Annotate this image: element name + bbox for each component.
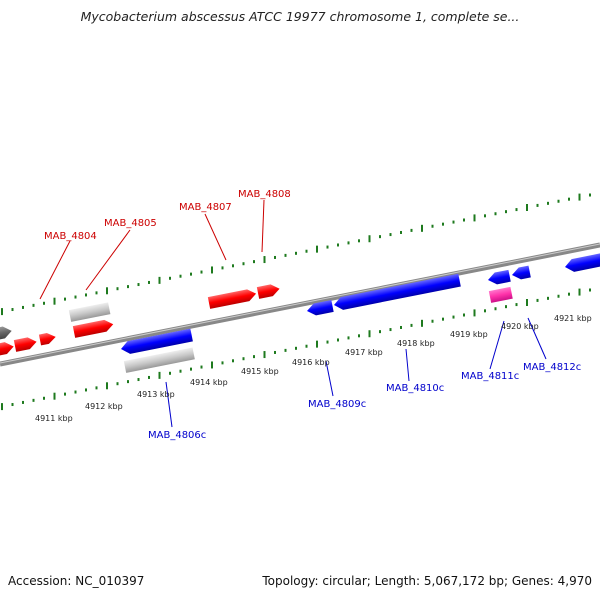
kbp-tick-label: 4914 kbp: [190, 378, 228, 387]
reverse-tick-track: [1, 288, 591, 411]
gene-label-forward[interactable]: MAB_4807: [179, 202, 232, 213]
pseudo-gene-block[interactable]: [488, 286, 513, 303]
forward-gene-arrow[interactable]: [256, 283, 281, 299]
pseudo-gene-block[interactable]: [68, 302, 111, 322]
accession-text: Accession: NC_010397: [8, 574, 145, 588]
reverse-gene-arrow[interactable]: [120, 328, 193, 356]
gene-track: [0, 252, 600, 373]
genome-summary-text: Topology: circular; Length: 5,067,172 bp…: [262, 574, 592, 588]
gene-label-forward[interactable]: MAB_4808: [238, 189, 291, 200]
forward-tick-track: [1, 193, 591, 316]
gene-label-reverse[interactable]: MAB_4812c: [523, 362, 581, 373]
gene-label-reverse[interactable]: MAB_4809c: [308, 399, 366, 410]
pseudo-gene-block[interactable]: [123, 347, 195, 373]
forward-gene-arrow[interactable]: [0, 341, 15, 356]
gene-label-reverse[interactable]: MAB_4810c: [386, 383, 444, 394]
kbp-tick-label: 4921 kbp: [554, 314, 592, 323]
label-leader-line: [489, 320, 505, 370]
label-leader-line: [405, 348, 410, 382]
label-leader-line: [325, 360, 334, 397]
forward-gene-arrow[interactable]: [207, 288, 257, 309]
kbp-tick-label: 4916 kbp: [292, 358, 330, 367]
kbp-tick-label: 4915 kbp: [241, 367, 279, 376]
chromosome-backbone: [0, 242, 600, 367]
kbp-tick-label: 4911 kbp: [35, 414, 73, 423]
reverse-gene-arrow[interactable]: [564, 252, 600, 274]
kbp-tick-label: 4918 kbp: [397, 339, 435, 348]
kbp-tick-label: 4917 kbp: [345, 348, 383, 357]
label-leader-line: [527, 317, 547, 360]
map-title: Mycobacterium abscessus ATCC 19977 chrom…: [80, 9, 520, 24]
forward-gene-arrow[interactable]: [13, 336, 38, 352]
label-leader-line: [85, 229, 131, 291]
label-leader-line: [39, 240, 71, 300]
forward-gene-arrow[interactable]: [38, 331, 57, 346]
reverse-gene-arrow[interactable]: [333, 273, 461, 312]
forward-gene-arrow[interactable]: [72, 318, 115, 338]
label-leader-line: [261, 199, 265, 253]
label-leader-line: [165, 381, 173, 428]
reverse-gene-arrow[interactable]: [487, 269, 511, 286]
gene-label-forward[interactable]: MAB_4804: [44, 231, 97, 242]
reverse-gene-arrow[interactable]: [511, 265, 531, 281]
kbp-tick-label: 4912 kbp: [85, 402, 123, 411]
gene-label-forward[interactable]: MAB_4805: [104, 218, 157, 229]
forward-gene-arrow[interactable]: [0, 325, 13, 340]
reverse-gene-arrow[interactable]: [306, 300, 334, 317]
kbp-tick-label: 4920 kbp: [501, 322, 539, 331]
label-leader-line: [204, 213, 227, 261]
gene-label-reverse[interactable]: MAB_4811c: [461, 371, 519, 382]
gene-label-reverse[interactable]: MAB_4806c: [148, 430, 206, 441]
kbp-tick-label: 4913 kbp: [137, 390, 175, 399]
kbp-tick-label: 4919 kbp: [450, 330, 488, 339]
